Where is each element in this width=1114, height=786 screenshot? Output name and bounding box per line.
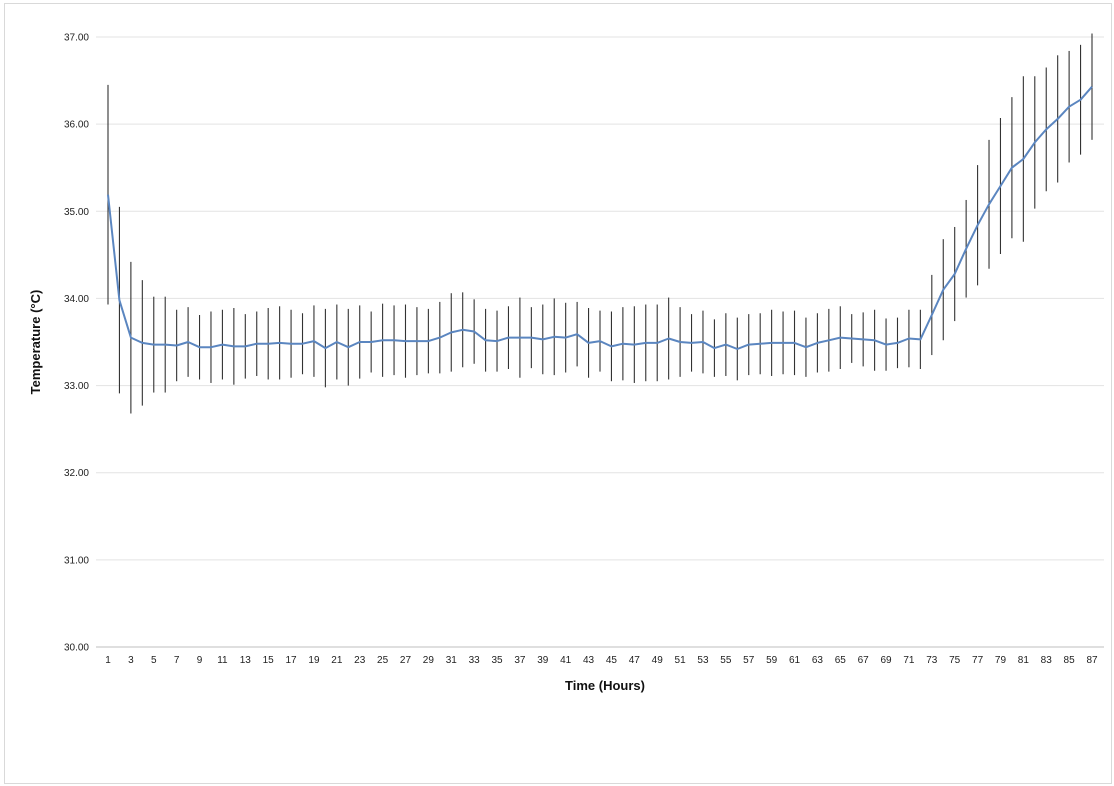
- series-lines: [107, 86, 1093, 350]
- y-tick-label: 33.00: [64, 381, 89, 392]
- x-tick-label: 71: [903, 655, 915, 666]
- x-tick-label: 55: [720, 655, 732, 666]
- x-tick-label: 21: [331, 655, 343, 666]
- x-tick-label: 37: [514, 655, 526, 666]
- x-tick-label: 49: [652, 655, 664, 666]
- series-line: [107, 86, 1093, 350]
- x-tick-label: 69: [880, 655, 892, 666]
- x-tick-label: 53: [697, 655, 709, 666]
- y-tick-label: 34.00: [64, 294, 89, 305]
- x-tick-label: 87: [1086, 655, 1098, 666]
- x-tick-label: 65: [835, 655, 847, 666]
- x-tick-label: 43: [583, 655, 595, 666]
- y-tick-label: 36.00: [64, 120, 89, 131]
- x-tick-label: 51: [675, 655, 687, 666]
- x-tick-label: 61: [789, 655, 801, 666]
- x-tick-label: 15: [263, 655, 275, 666]
- x-tick-label: 23: [354, 655, 366, 666]
- x-tick-label: 27: [400, 655, 412, 666]
- y-tick-label: 30.00: [64, 643, 89, 654]
- error-bars: [107, 33, 1093, 414]
- y-tick-label: 35.00: [64, 207, 89, 218]
- x-tick-label: 85: [1064, 655, 1076, 666]
- x-tick-label: 25: [377, 655, 389, 666]
- x-tick-label: 11: [217, 655, 228, 666]
- x-tick-label: 7: [174, 655, 180, 666]
- y-axis-ticks: 30.00 31.00 32.00 33.00 34.00 35.00 36.00 37.00: [64, 33, 89, 654]
- x-tick-label: 79: [995, 655, 1007, 666]
- y-tick-label: 37.00: [64, 33, 89, 44]
- x-tick-label: 73: [926, 655, 938, 666]
- chart-frame: [4, 3, 1112, 784]
- x-tick-label: 13: [240, 655, 252, 666]
- x-tick-label: 45: [606, 655, 618, 666]
- x-tick-label: 9: [197, 655, 203, 666]
- x-tick-label: 77: [972, 655, 984, 666]
- x-tick-label: 19: [308, 655, 320, 666]
- y-axis-title: Temperature (°C): [28, 290, 43, 395]
- gridlines: [96, 36, 1104, 648]
- x-tick-label: 67: [858, 655, 870, 666]
- x-tick-label: 59: [766, 655, 778, 666]
- x-tick-label: 1: [105, 655, 111, 666]
- x-tick-label: 63: [812, 655, 824, 666]
- x-tick-label: 17: [286, 655, 298, 666]
- x-tick-label: 47: [629, 655, 641, 666]
- x-tick-label: 41: [560, 655, 572, 666]
- x-tick-label: 81: [1018, 655, 1030, 666]
- x-tick-label: 35: [491, 655, 503, 666]
- x-tick-label: 57: [743, 655, 755, 666]
- x-tick-label: 31: [446, 655, 458, 666]
- x-tick-label: 3: [128, 655, 134, 666]
- x-tick-label: 29: [423, 655, 435, 666]
- y-tick-label: 31.00: [64, 555, 89, 566]
- x-axis-ticks: 1 3 5 7 9 11 13 15 17 19 21 23 25 27 29 31 33 35 37 39 41 43 4…: [105, 655, 1098, 666]
- x-tick-label: 83: [1041, 655, 1053, 666]
- y-tick-label: 32.00: [64, 468, 89, 479]
- x-tick-label: 75: [949, 655, 961, 666]
- x-tick-label: 5: [151, 655, 157, 666]
- x-tick-label: 39: [537, 655, 549, 666]
- x-axis-title: Time (Hours): [565, 678, 645, 693]
- x-tick-label: 33: [469, 655, 481, 666]
